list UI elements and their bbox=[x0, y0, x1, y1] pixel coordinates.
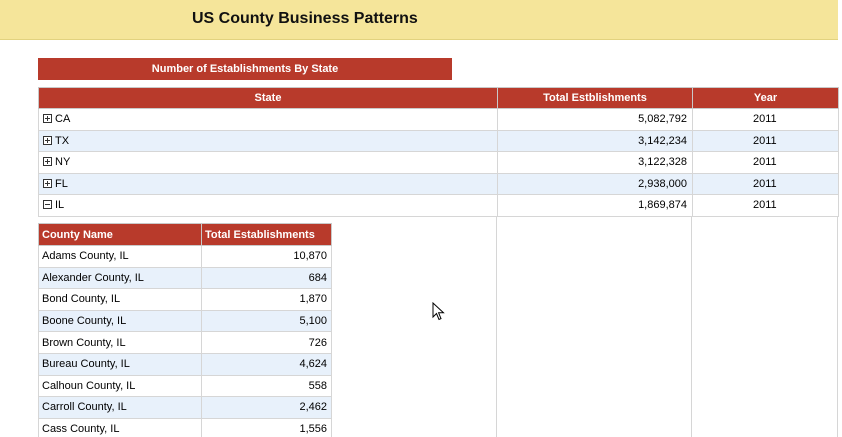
county-table-header: County Name Total Establishments bbox=[38, 223, 332, 246]
county-name-cell: Boone County, IL bbox=[38, 309, 202, 333]
county-name-cell: Bond County, IL bbox=[38, 288, 202, 311]
county-name-cell: Brown County, IL bbox=[38, 331, 202, 354]
state-cell: IL bbox=[38, 194, 498, 217]
county-name-cell: Calhoun County, IL bbox=[38, 374, 202, 398]
state-name: TX bbox=[55, 134, 70, 147]
section-title: Number of Establishments By State bbox=[38, 58, 452, 80]
collapse-icon[interactable] bbox=[43, 200, 52, 210]
column-header-county-total[interactable]: Total Establishments bbox=[201, 223, 332, 246]
column-header-total[interactable]: Total Estblishments bbox=[497, 87, 693, 109]
county-name-cell: Bureau County, IL bbox=[38, 352, 202, 376]
state-table: State Total Estblishments Year CA 5,082,… bbox=[38, 87, 839, 217]
expand-icon[interactable] bbox=[43, 157, 52, 167]
column-header-county-name[interactable]: County Name bbox=[38, 223, 202, 246]
state-name: CA bbox=[55, 113, 71, 126]
state-cell: CA bbox=[38, 108, 498, 131]
expand-icon[interactable] bbox=[43, 114, 52, 124]
county-table: County Name Total Establishments Adams C… bbox=[38, 223, 332, 437]
state-cell: TX bbox=[38, 129, 498, 152]
state-table-header: State Total Estblishments Year bbox=[38, 87, 839, 109]
table-row: Bond County, IL 1,870 bbox=[38, 288, 332, 311]
county-total-cell: 1,870 bbox=[201, 288, 332, 311]
column-divider bbox=[496, 217, 497, 437]
table-row: Alexander County, IL 684 bbox=[38, 266, 332, 290]
table-row: Adams County, IL 10,870 bbox=[38, 245, 332, 268]
state-cell: NY bbox=[38, 151, 498, 174]
column-divider bbox=[837, 217, 838, 437]
year-cell: 2011 bbox=[692, 108, 839, 131]
column-header-state[interactable]: State bbox=[38, 87, 498, 109]
table-row: IL 1,869,874 2011 bbox=[38, 194, 839, 217]
county-total-cell: 5,100 bbox=[201, 309, 332, 333]
table-row: Carroll County, IL 2,462 bbox=[38, 396, 332, 419]
total-cell: 5,082,792 bbox=[497, 108, 693, 131]
state-name: IL bbox=[55, 199, 65, 212]
table-row: Cass County, IL 1,556 bbox=[38, 417, 332, 437]
expand-icon[interactable] bbox=[43, 178, 52, 188]
county-name-cell: Alexander County, IL bbox=[38, 266, 202, 290]
year-cell: 2011 bbox=[692, 194, 839, 217]
county-total-cell: 1,556 bbox=[201, 417, 332, 437]
county-total-cell: 558 bbox=[201, 374, 332, 398]
table-row: Boone County, IL 5,100 bbox=[38, 309, 332, 333]
year-cell: 2011 bbox=[692, 172, 839, 195]
mouse-cursor-icon bbox=[432, 302, 445, 321]
county-total-cell: 4,624 bbox=[201, 352, 332, 376]
county-total-cell: 10,870 bbox=[201, 245, 332, 268]
table-row: NY 3,122,328 2011 bbox=[38, 151, 839, 174]
table-row: Calhoun County, IL 558 bbox=[38, 374, 332, 398]
table-row: Brown County, IL 726 bbox=[38, 331, 332, 354]
table-row: Bureau County, IL 4,624 bbox=[38, 352, 332, 376]
county-total-cell: 684 bbox=[201, 266, 332, 290]
expand-icon[interactable] bbox=[43, 135, 52, 145]
state-name: NY bbox=[55, 156, 71, 169]
total-cell: 2,938,000 bbox=[497, 172, 693, 195]
total-cell: 3,122,328 bbox=[497, 151, 693, 174]
county-total-cell: 2,462 bbox=[201, 396, 332, 419]
total-cell: 1,869,874 bbox=[497, 194, 693, 217]
state-cell: FL bbox=[38, 172, 498, 195]
state-name: FL bbox=[55, 177, 68, 190]
year-cell: 2011 bbox=[692, 151, 839, 174]
table-row: FL 2,938,000 2011 bbox=[38, 172, 839, 195]
report-title-bar: US County Business Patterns bbox=[0, 0, 838, 40]
report-title: US County Business Patterns bbox=[192, 10, 418, 27]
county-name-cell: Carroll County, IL bbox=[38, 396, 202, 419]
year-cell: 2011 bbox=[692, 129, 839, 152]
table-row: CA 5,082,792 2011 bbox=[38, 108, 839, 131]
total-cell: 3,142,234 bbox=[497, 129, 693, 152]
county-total-cell: 726 bbox=[201, 331, 332, 354]
column-header-year[interactable]: Year bbox=[692, 87, 839, 109]
county-name-cell: Cass County, IL bbox=[38, 417, 202, 437]
column-divider bbox=[691, 217, 692, 437]
county-name-cell: Adams County, IL bbox=[38, 245, 202, 268]
table-row: TX 3,142,234 2011 bbox=[38, 129, 839, 152]
